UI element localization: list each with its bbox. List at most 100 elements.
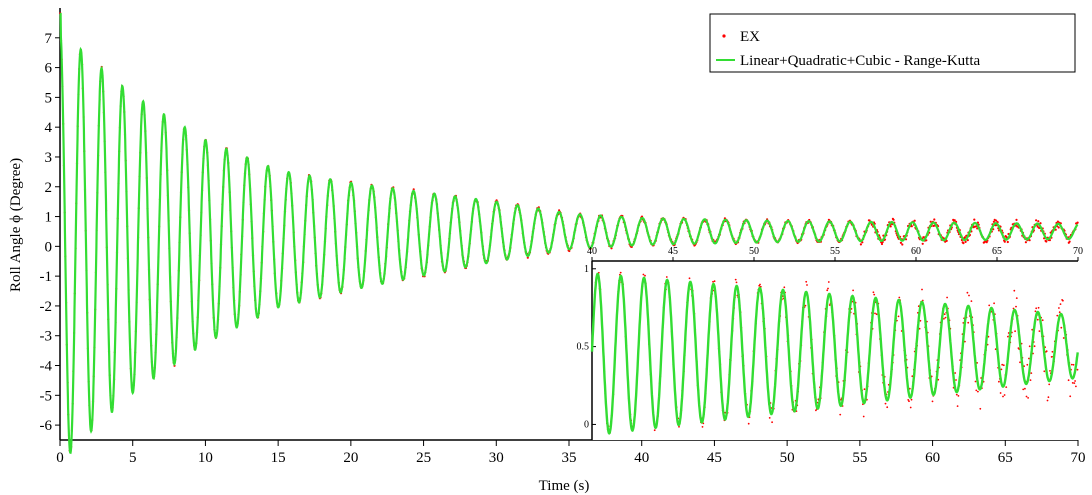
inset-ex-point	[1045, 350, 1048, 353]
inset-ex-point	[1022, 388, 1025, 391]
inset-ex-point	[977, 390, 979, 393]
ex-point	[973, 218, 976, 221]
inset-ex-point	[966, 291, 969, 294]
inset-ex-point	[1026, 363, 1029, 366]
x-tick-label: 20	[343, 450, 358, 466]
y-tick-label: 4	[45, 120, 53, 136]
inset-ex-point	[954, 372, 957, 374]
inset-ex-point	[783, 286, 786, 289]
ex-point	[880, 242, 884, 246]
inset-ex-point	[1024, 387, 1026, 390]
inset-ex-point	[946, 296, 948, 299]
inset-ex-point	[898, 296, 901, 299]
x-tick-label: 70	[1071, 450, 1086, 466]
ex-point	[913, 219, 916, 222]
ex-point	[1006, 240, 1009, 244]
inset-ex-point	[827, 281, 830, 283]
y-tick-label: 0	[45, 239, 53, 255]
inset-ex-point	[970, 300, 973, 302]
inset-ex-point	[768, 417, 771, 419]
inset-ex-point	[701, 426, 704, 428]
inset-ex-point	[872, 291, 875, 294]
inset-x-tick-label: 65	[992, 246, 1002, 257]
ex-point	[1045, 240, 1048, 243]
legend-label-model: Linear+Quadratic+Cubic - Range-Kutta	[740, 53, 981, 69]
inset-ex-point	[1025, 395, 1028, 398]
inset-ex-point	[874, 312, 876, 315]
inset-ex-point	[642, 273, 645, 276]
inset-ex-point	[688, 277, 691, 280]
ex-point	[1057, 226, 1060, 229]
inset-ex-point	[979, 407, 982, 410]
ex-point	[1035, 219, 1038, 222]
x-tick-label: 60	[925, 450, 940, 466]
inset-ex-point	[1035, 307, 1038, 310]
inset-ex-point	[1007, 335, 1009, 338]
inset-ex-point	[998, 380, 1000, 383]
inset-ex-point	[747, 422, 750, 425]
inset-ex-point	[908, 400, 910, 403]
x-tick-label: 0	[56, 450, 64, 466]
inset-ex-point	[897, 315, 900, 318]
inset-ex-point	[1013, 289, 1016, 292]
inset-ex-point	[1050, 356, 1053, 358]
inset-ex-point	[975, 389, 978, 392]
ex-point	[962, 242, 965, 245]
inset-ex-point	[1030, 372, 1033, 374]
inset-ex-point	[1028, 345, 1031, 348]
y-tick-label: 3	[45, 150, 53, 166]
inset-ex-point	[993, 302, 995, 305]
inset-ex-point	[1072, 363, 1075, 366]
y-tick-label: -6	[40, 418, 53, 434]
inset-ex-point	[827, 287, 829, 290]
ex-point	[568, 249, 571, 253]
inset-ex-point	[1075, 385, 1077, 388]
legend-marker-ex	[722, 34, 726, 38]
y-tick-label: -1	[40, 269, 53, 285]
inset-y-tick-label: 0.5	[577, 342, 590, 353]
x-tick-label: 15	[271, 450, 286, 466]
inset-ex-point	[805, 280, 808, 283]
inset-ex-point	[771, 421, 773, 424]
x-tick-label: 10	[198, 450, 213, 466]
inset-ex-point	[943, 313, 946, 316]
inset-ex-point	[734, 278, 737, 281]
ex-point	[526, 256, 529, 259]
legend-label-ex: EX	[740, 29, 760, 45]
inset-ex-point	[1019, 361, 1021, 364]
inset-ex-point	[1027, 397, 1029, 399]
inset-ex-point	[1071, 382, 1074, 384]
inset-ex-point	[826, 289, 829, 292]
inset-x-tick-label: 55	[830, 246, 840, 257]
inset-ex-point	[1062, 337, 1065, 339]
y-tick-label: 5	[45, 90, 53, 106]
inset-ex-point	[1067, 379, 1070, 382]
inset-ex-point	[806, 284, 808, 286]
ex-point	[933, 218, 936, 221]
inset-ex-point	[999, 392, 1002, 394]
inset-ex-point	[1056, 314, 1059, 317]
ex-point	[1068, 240, 1071, 243]
inset-ex-point	[862, 415, 865, 418]
inset-ex-point	[665, 276, 668, 278]
inset-ex-point	[1076, 368, 1079, 371]
inset-ex-point	[1048, 383, 1051, 386]
inset-ex-point	[735, 281, 738, 284]
inset-ex-point	[988, 304, 991, 307]
inset-ex-point	[1059, 303, 1062, 305]
y-tick-label: 6	[45, 61, 53, 77]
inset-ex-point	[713, 280, 716, 283]
inset-x-tick-label: 50	[749, 246, 759, 257]
inset-ex-point	[644, 274, 646, 277]
main-plot: 0 5 10 15 20 25 30 35 40 45 50 55 60 65 70-6-5-4-3-2-1…	[40, 8, 1086, 466]
x-tick-label: 35	[562, 450, 577, 466]
inset-ex-point	[1069, 395, 1072, 398]
inset-ex-point	[1001, 363, 1004, 366]
inset-ex-point	[1062, 299, 1064, 302]
y-tick-label: 1	[45, 210, 53, 226]
inset-ex-point	[1015, 297, 1018, 299]
inset-ex-point	[1046, 399, 1049, 402]
inset-x-tick-label: 70	[1073, 246, 1083, 257]
inset-ex-point	[759, 283, 761, 286]
